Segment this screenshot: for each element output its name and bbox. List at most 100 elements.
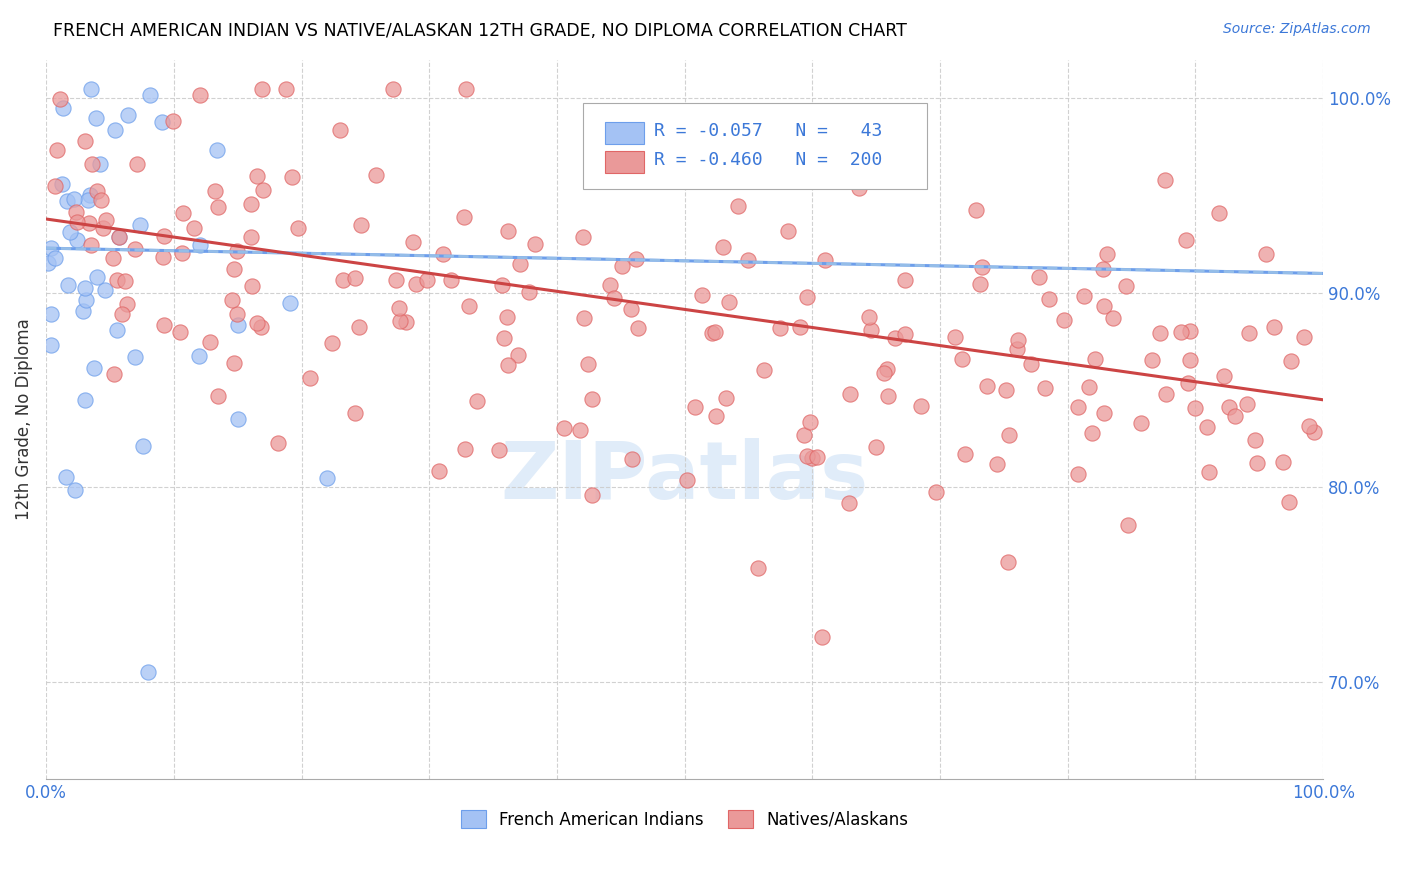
Text: ZIPatlas: ZIPatlas <box>501 438 869 516</box>
Point <box>1279 354 1302 368</box>
Point <box>953 447 976 461</box>
Point <box>39 241 62 255</box>
Point <box>619 302 641 317</box>
Point <box>107 229 129 244</box>
Point <box>747 561 769 575</box>
Point <box>894 273 917 287</box>
Point <box>969 277 991 291</box>
Point <box>496 224 519 238</box>
Point <box>1256 247 1278 261</box>
Point <box>37 256 59 270</box>
Point <box>1073 289 1095 303</box>
Point <box>704 409 727 423</box>
Point <box>39 307 62 321</box>
Point <box>1263 320 1285 334</box>
Point <box>1084 352 1107 367</box>
Point <box>162 113 184 128</box>
Point <box>366 169 388 183</box>
Point <box>51 177 73 191</box>
Point <box>626 321 648 335</box>
Point <box>240 278 263 293</box>
Point <box>388 301 411 316</box>
Point <box>79 82 101 96</box>
Point <box>796 290 818 304</box>
Point <box>332 273 354 287</box>
Point <box>1294 329 1316 343</box>
Point <box>172 205 194 219</box>
Point <box>716 391 738 405</box>
Point <box>1129 417 1152 431</box>
Point <box>1080 425 1102 440</box>
Point <box>56 277 79 292</box>
FancyBboxPatch shape <box>606 122 644 144</box>
Point <box>496 358 519 372</box>
Point <box>55 470 77 484</box>
Point <box>997 556 1019 570</box>
Point <box>440 273 463 287</box>
Point <box>94 283 117 297</box>
Point <box>124 242 146 256</box>
Point <box>416 273 439 287</box>
Point <box>114 274 136 288</box>
Point <box>139 87 162 102</box>
Point <box>65 483 87 498</box>
Point <box>59 225 82 239</box>
Point <box>239 196 262 211</box>
Text: Source: ZipAtlas.com: Source: ZipAtlas.com <box>1223 22 1371 37</box>
Point <box>344 271 367 285</box>
Point <box>132 439 155 453</box>
Point <box>876 362 898 376</box>
Point <box>226 318 249 332</box>
Point <box>1067 400 1090 414</box>
Point <box>603 292 626 306</box>
Point <box>752 363 775 377</box>
Point <box>718 295 741 310</box>
Point <box>1237 326 1260 341</box>
Point <box>1178 353 1201 368</box>
Point <box>66 215 89 229</box>
Point <box>1007 343 1029 357</box>
Point <box>276 82 298 96</box>
Point <box>703 325 725 339</box>
Point <box>1092 406 1115 420</box>
Point <box>103 123 125 137</box>
Point <box>950 351 973 366</box>
Point <box>226 307 249 321</box>
Point <box>153 318 176 333</box>
Point <box>188 237 211 252</box>
Point <box>1033 381 1056 395</box>
Point <box>188 349 211 363</box>
Point <box>93 221 115 235</box>
Point <box>1149 326 1171 341</box>
Point <box>103 251 125 265</box>
Point <box>711 240 734 254</box>
Point <box>1302 425 1324 440</box>
Point <box>329 123 352 137</box>
Point <box>150 115 173 129</box>
Point <box>793 427 815 442</box>
Point <box>860 323 883 337</box>
Point <box>1208 206 1230 220</box>
Point <box>198 334 221 349</box>
Text: FRENCH AMERICAN INDIAN VS NATIVE/ALASKAN 12TH GRADE, NO DIPLOMA CORRELATION CHAR: FRENCH AMERICAN INDIAN VS NATIVE/ALASKAN… <box>53 22 907 40</box>
Point <box>170 246 193 260</box>
Point <box>1198 465 1220 479</box>
Point <box>44 179 66 194</box>
Point <box>599 277 621 292</box>
Point <box>814 252 837 267</box>
Point <box>506 348 529 362</box>
FancyBboxPatch shape <box>606 151 644 172</box>
Point <box>578 357 600 371</box>
Point <box>245 169 267 183</box>
Point <box>66 233 89 247</box>
Point <box>73 280 96 294</box>
Point <box>45 143 67 157</box>
Point <box>925 484 948 499</box>
Point <box>382 82 405 96</box>
Point <box>453 210 475 224</box>
FancyBboxPatch shape <box>582 103 928 189</box>
Point <box>986 457 1008 471</box>
Point <box>884 331 907 345</box>
Point <box>626 252 648 267</box>
Point <box>246 316 269 330</box>
